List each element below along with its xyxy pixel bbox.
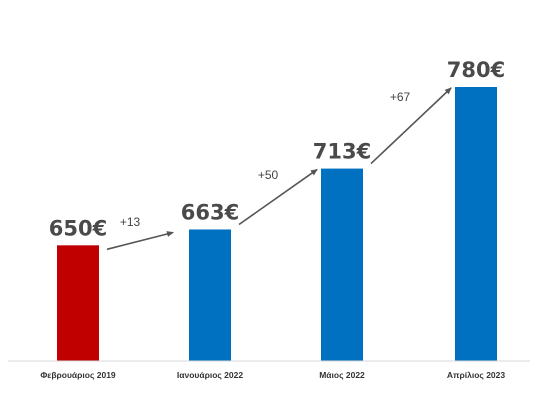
value-labels-group: 650€ 663€ 713€ 780€ — [49, 58, 505, 240]
value-label-2: 663€ — [181, 200, 239, 224]
increase-arrow-2 — [238, 168, 318, 226]
category-label-3: Μάιος 2022 — [319, 370, 365, 380]
bar-2 — [189, 229, 231, 361]
arrows-group: +13 +50 +67 — [106, 87, 452, 251]
bar-3 — [321, 168, 363, 361]
category-label-2: Ιανουάριος 2022 — [177, 370, 243, 380]
bars-group — [57, 87, 497, 361]
category-label-1: Φεβρουάριος 2019 — [40, 370, 116, 380]
category-labels-group: Φεβρουάριος 2019 Ιανουάριος 2022 Μάιος 202… — [40, 370, 505, 380]
increase-label-3: +67 — [390, 90, 411, 104]
increase-label-2: +50 — [258, 168, 279, 182]
category-label-4: Απρίλιος 2023 — [447, 370, 506, 380]
increase-label-1: +13 — [120, 215, 141, 229]
bar-1 — [57, 245, 99, 361]
value-label-3: 713€ — [313, 140, 371, 164]
increase-arrow-3 — [370, 87, 452, 165]
value-label-4: 780€ — [447, 58, 505, 82]
increase-arrow-1 — [106, 231, 174, 251]
value-label-1: 650€ — [49, 216, 107, 240]
bar-4 — [455, 87, 497, 361]
